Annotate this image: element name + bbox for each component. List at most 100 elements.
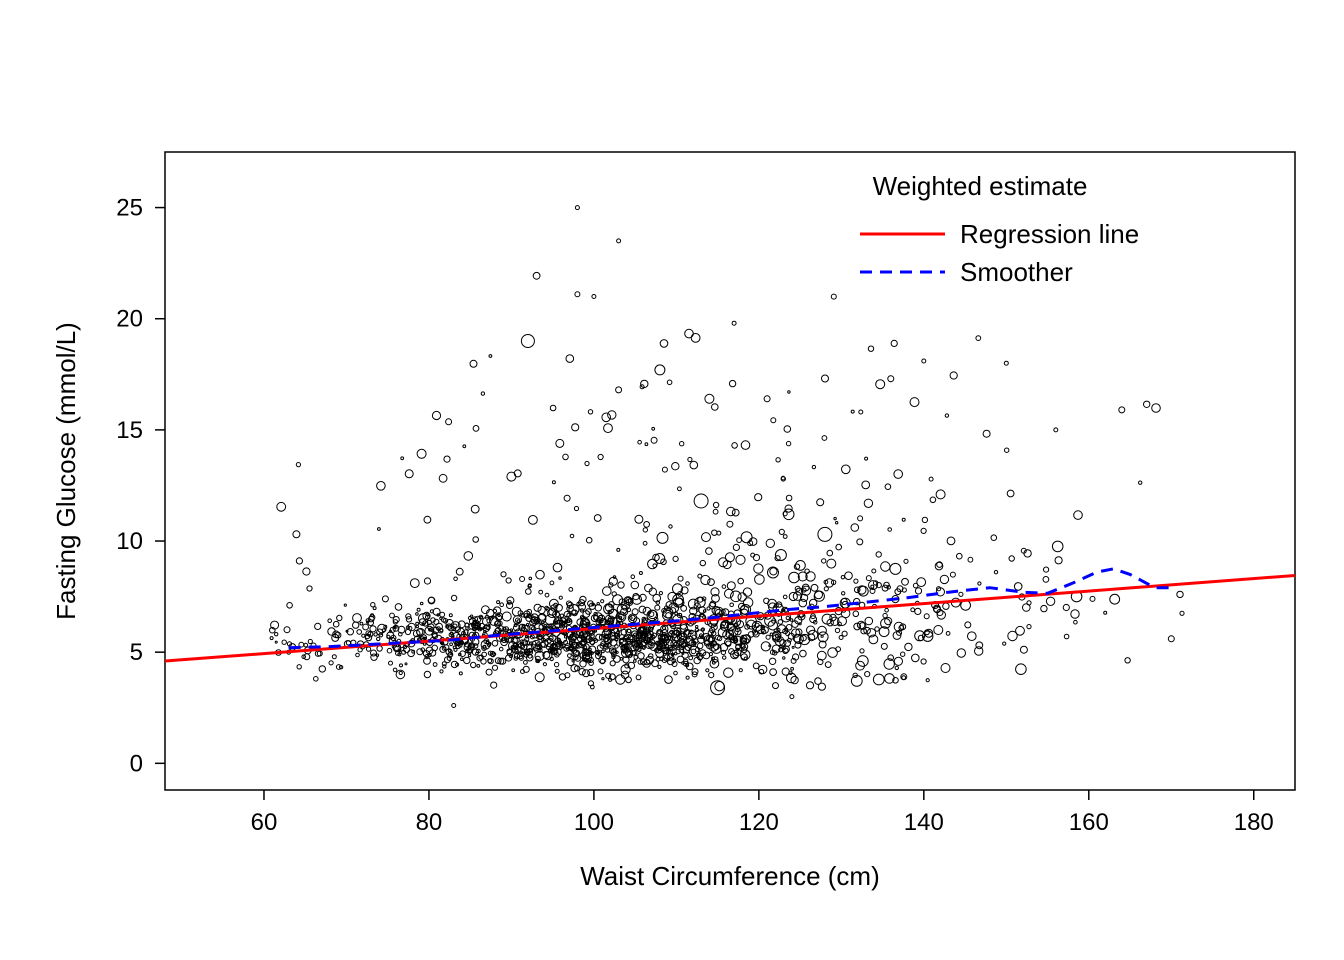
data-point	[895, 666, 898, 669]
data-point	[680, 442, 684, 446]
data-point	[328, 619, 332, 623]
data-point	[564, 495, 570, 501]
data-point	[800, 650, 807, 657]
data-point	[416, 625, 418, 627]
data-point	[468, 654, 470, 656]
data-point	[658, 631, 661, 634]
data-point	[894, 470, 903, 479]
data-point	[753, 555, 759, 561]
data-point	[965, 622, 971, 628]
data-point	[575, 206, 579, 210]
data-point	[401, 457, 404, 460]
data-point	[1074, 511, 1083, 520]
data-point	[499, 647, 503, 651]
data-point	[360, 622, 363, 625]
data-point	[771, 418, 776, 423]
data-point	[1152, 404, 1161, 413]
data-point	[1009, 556, 1014, 561]
data-point	[673, 556, 678, 561]
data-point	[656, 601, 660, 605]
data-point	[812, 465, 815, 468]
data-point	[712, 530, 717, 535]
data-point	[643, 528, 647, 532]
data-point	[594, 515, 601, 522]
data-point	[725, 589, 734, 598]
data-point	[839, 636, 843, 640]
data-point	[790, 695, 794, 699]
data-point	[417, 608, 420, 611]
data-point	[835, 628, 839, 632]
data-point	[526, 589, 532, 595]
data-point	[574, 506, 578, 510]
data-point	[784, 426, 791, 433]
data-point	[851, 524, 859, 532]
data-point	[834, 517, 836, 519]
data-point	[393, 668, 397, 672]
y-tick-label: 0	[130, 750, 143, 777]
data-point	[618, 582, 624, 588]
data-point	[678, 576, 683, 581]
data-point	[672, 463, 679, 470]
data-point	[486, 669, 492, 675]
data-point	[371, 654, 377, 660]
data-point	[572, 660, 574, 662]
data-point	[550, 405, 556, 411]
data-point	[461, 658, 464, 661]
data-point	[533, 272, 540, 279]
data-point	[727, 507, 736, 516]
data-point	[738, 578, 744, 584]
data-point	[865, 617, 873, 625]
data-point	[950, 372, 957, 379]
data-point	[400, 664, 403, 667]
data-point	[616, 675, 625, 684]
data-point	[894, 657, 902, 665]
data-point	[842, 465, 851, 474]
data-point	[959, 592, 963, 596]
data-point	[329, 661, 333, 665]
data-point	[708, 579, 715, 586]
data-point	[911, 608, 915, 612]
data-point	[723, 656, 726, 659]
data-point	[650, 627, 652, 629]
data-point	[363, 624, 369, 630]
data-point	[463, 445, 466, 448]
data-point	[881, 562, 890, 571]
data-point	[888, 376, 894, 382]
data-point	[806, 682, 813, 689]
data-point	[1014, 583, 1022, 591]
data-point	[1144, 401, 1150, 407]
data-point	[696, 626, 698, 628]
data-point	[1104, 611, 1107, 614]
data-point	[270, 637, 273, 640]
data-point	[439, 474, 447, 482]
data-point	[382, 596, 388, 602]
data-point	[706, 669, 709, 672]
data-point	[556, 439, 564, 447]
data-point	[755, 494, 762, 501]
data-point	[685, 329, 694, 338]
data-point	[815, 591, 823, 599]
data-point	[766, 539, 774, 547]
data-point	[395, 604, 402, 611]
data-point	[638, 440, 642, 444]
data-point	[727, 582, 735, 590]
data-point	[643, 541, 647, 545]
data-point	[1139, 481, 1142, 484]
data-point	[529, 516, 538, 525]
data-point	[601, 600, 604, 603]
data-point	[824, 587, 828, 591]
data-point	[454, 577, 458, 581]
data-point	[410, 579, 419, 588]
data-point	[957, 649, 965, 657]
data-point	[991, 535, 997, 541]
data-point	[583, 670, 590, 677]
data-point	[842, 631, 847, 636]
data-point	[638, 653, 644, 659]
x-axis-label: Waist Circumference (cm)	[580, 861, 880, 891]
data-point	[492, 641, 498, 647]
data-point	[529, 577, 532, 580]
data-point	[464, 657, 470, 663]
data-point	[709, 673, 714, 678]
data-point	[1064, 634, 1069, 639]
data-point	[497, 601, 500, 604]
